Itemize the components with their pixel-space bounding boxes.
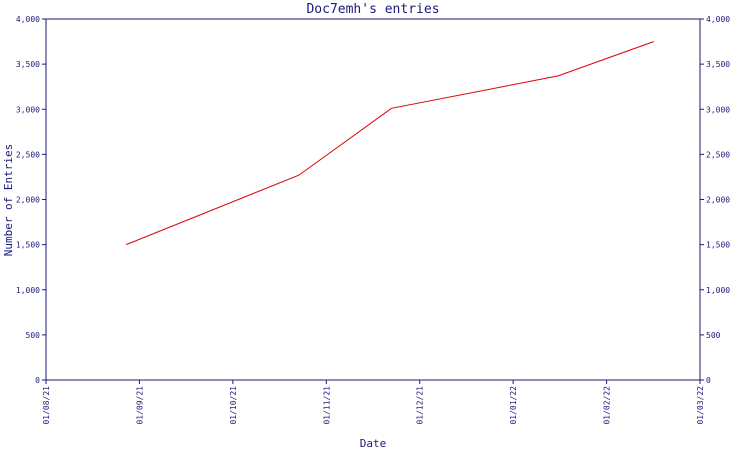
- x-tick-label: 01/02/22: [603, 386, 612, 425]
- y-tick-label-right: 3,500: [706, 60, 730, 69]
- y-tick-label-right: 500: [706, 331, 721, 340]
- y-tick-label-right: 3,000: [706, 105, 730, 114]
- x-tick-label: 01/08/21: [42, 386, 51, 425]
- y-tick-label-right: 1,500: [706, 241, 730, 250]
- x-tick-label: 01/03/22: [696, 386, 705, 425]
- y-axis-title: Number of Entries: [2, 144, 15, 257]
- x-tick-label: 01/11/21: [322, 386, 331, 425]
- y-tick-label-right: 2,000: [706, 196, 730, 205]
- y-tick-label-left: 3,000: [16, 105, 40, 114]
- x-tick-label: 01/01/22: [509, 386, 518, 425]
- y-tick-label-right: 1,000: [706, 286, 730, 295]
- series-layer: [126, 41, 654, 246]
- y-tick-label-left: 4,000: [16, 15, 40, 24]
- y-tick-label-right: 4,000: [706, 15, 730, 24]
- x-axis-title: Date: [360, 437, 387, 450]
- y-tick-label-left: 0: [35, 376, 40, 385]
- y-tick-label-right: 0: [706, 376, 711, 385]
- y-tick-label-left: 3,500: [16, 60, 40, 69]
- x-tick-label: 01/12/21: [416, 386, 425, 425]
- chart-title: Doc7emh's entries: [306, 2, 439, 17]
- axes: [45, 18, 701, 381]
- y-tick-label-left: 1,500: [16, 241, 40, 250]
- ticks: 0 0 500 500 1,000 1,000 1,500 1,500 2,000 2,000 2,…: [16, 15, 730, 425]
- y-tick-label-left: 1,000: [16, 286, 40, 295]
- y-tick-label-left: 2,000: [16, 196, 40, 205]
- series-line: [126, 41, 654, 246]
- x-tick-label: 01/10/21: [229, 386, 238, 425]
- y-tick-label-left: 500: [26, 331, 41, 340]
- x-tick-label: 01/09/21: [135, 386, 144, 425]
- y-tick-label-left: 2,500: [16, 150, 40, 159]
- y-tick-label-right: 2,500: [706, 150, 730, 159]
